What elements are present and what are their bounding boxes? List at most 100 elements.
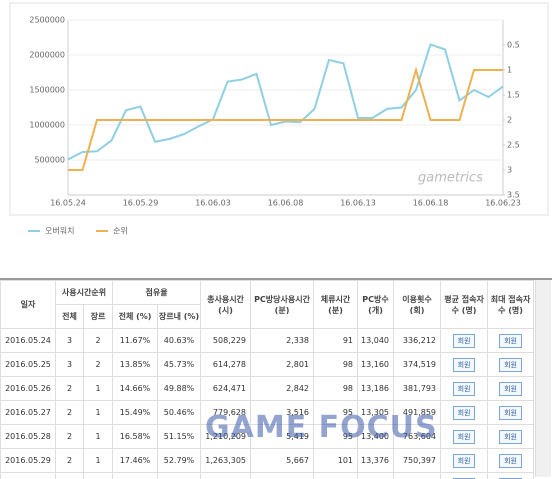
table-cell: 3 bbox=[56, 329, 84, 353]
table-cell: 614,278 bbox=[201, 353, 251, 377]
table-cell: 13,319 bbox=[358, 473, 394, 479]
table-cell: 13,186 bbox=[358, 377, 394, 401]
table-cell: 2 bbox=[56, 449, 84, 473]
legend-label: 오버워치 bbox=[45, 226, 74, 236]
header-cell: 일자 bbox=[1, 281, 56, 329]
table-cell: 13.85% bbox=[113, 353, 158, 377]
chart: 50000010000001500000200000025000000.511.… bbox=[0, 0, 560, 262]
table-cell: 회원 bbox=[488, 329, 534, 353]
subheader-cell: 전체 bbox=[56, 305, 84, 329]
y2-tick-label: 1.5 bbox=[507, 91, 520, 100]
member-button[interactable]: 회원 bbox=[453, 334, 476, 348]
y-tick-label: 1500000 bbox=[29, 86, 65, 95]
x-tick-label: 16.06.08 bbox=[268, 199, 304, 208]
table-cell: 2 bbox=[56, 377, 84, 401]
table-cell: 96 bbox=[314, 473, 358, 479]
table-cell: 회원 bbox=[441, 473, 488, 479]
table-cell: 2 bbox=[84, 329, 113, 353]
table-cell: 763,604 bbox=[394, 425, 441, 449]
member-button[interactable]: 회원 bbox=[499, 406, 522, 420]
table-cell: 1 bbox=[84, 473, 113, 479]
table-cell: 1 bbox=[84, 401, 113, 425]
table-cell: 779,628 bbox=[201, 401, 251, 425]
table-cell: 회원 bbox=[441, 329, 488, 353]
scrollbar[interactable] bbox=[535, 280, 551, 477]
member-button[interactable]: 회원 bbox=[453, 406, 476, 420]
x-tick-label: 16.05.24 bbox=[50, 199, 86, 208]
table-cell: 2 bbox=[56, 401, 84, 425]
table-cell: 2016.05.29 bbox=[1, 449, 56, 473]
y2-tick-label: 2.5 bbox=[507, 141, 520, 150]
y-tick-label: 1000000 bbox=[29, 121, 65, 130]
header-cell: 최대 접속자수 (명) bbox=[488, 281, 534, 329]
member-button[interactable]: 회원 bbox=[499, 358, 522, 372]
x-tick-label: 16.06.23 bbox=[485, 199, 521, 208]
table-cell: 374,519 bbox=[394, 353, 441, 377]
y2-tick-label: 1 bbox=[507, 66, 512, 75]
header-cell: 체류시간 (분) bbox=[314, 281, 358, 329]
table-cell: 회원 bbox=[488, 449, 534, 473]
header-cell: 사용시간순위 bbox=[56, 281, 113, 305]
header-cell: 이용횟수 (회) bbox=[394, 281, 441, 329]
table-cell: 회원 bbox=[441, 425, 488, 449]
table-cell: 53.90% bbox=[158, 473, 201, 479]
table-cell: 336,212 bbox=[394, 329, 441, 353]
table-cell: 13,305 bbox=[358, 401, 394, 425]
table-cell: 3,516 bbox=[251, 401, 314, 425]
header-cell: 총사용시간 (시) bbox=[201, 281, 251, 329]
table-cell: 2016.05.28 bbox=[1, 425, 56, 449]
table-cell: 95 bbox=[314, 401, 358, 425]
table-cell: 1 bbox=[84, 377, 113, 401]
y-tick-label: 2000000 bbox=[29, 51, 65, 60]
member-button[interactable]: 회원 bbox=[499, 454, 522, 468]
table-cell: 40.63% bbox=[158, 329, 201, 353]
member-button[interactable]: 회원 bbox=[499, 382, 522, 396]
table-cell: 1 bbox=[84, 425, 113, 449]
x-tick-label: 16.06.03 bbox=[195, 199, 231, 208]
member-button[interactable]: 회원 bbox=[453, 430, 476, 444]
table-cell: 51.15% bbox=[158, 425, 201, 449]
table-row: 2016.05.302117.59%53.90%761,4863,4309613… bbox=[1, 473, 534, 479]
member-button[interactable]: 회원 bbox=[453, 382, 476, 396]
table-cell: 5,419 bbox=[251, 425, 314, 449]
table-cell: 3,430 bbox=[251, 473, 314, 479]
table-cell: 95 bbox=[314, 425, 358, 449]
table-cell: 회원 bbox=[441, 377, 488, 401]
member-button[interactable]: 회원 bbox=[499, 430, 522, 444]
table-cell: 101 bbox=[314, 449, 358, 473]
member-button[interactable]: 회원 bbox=[453, 358, 476, 372]
x-tick-label: 16.05.29 bbox=[123, 199, 159, 208]
table-cell: 13,160 bbox=[358, 353, 394, 377]
annotation: gametrics bbox=[418, 171, 483, 186]
table-cell: 17.59% bbox=[113, 473, 158, 479]
table-cell: 14.66% bbox=[113, 377, 158, 401]
subheader-cell: 장르 bbox=[84, 305, 113, 329]
table-cell: 2 bbox=[56, 425, 84, 449]
x-tick-label: 16.06.13 bbox=[340, 199, 376, 208]
y-tick-label: 500000 bbox=[34, 156, 65, 165]
member-button[interactable]: 회원 bbox=[453, 454, 476, 468]
legend-label: 순위 bbox=[113, 227, 128, 236]
subheader-cell: 장르내 (%) bbox=[158, 305, 201, 329]
table-cell: 3 bbox=[56, 353, 84, 377]
header-cell: PC방수 (개) bbox=[358, 281, 394, 329]
table-cell: 750,397 bbox=[394, 449, 441, 473]
member-button[interactable]: 회원 bbox=[499, 334, 522, 348]
table-cell: 5,667 bbox=[251, 449, 314, 473]
table-cell: 1,210,209 bbox=[201, 425, 251, 449]
table-cell: 13,400 bbox=[358, 425, 394, 449]
y2-tick-label: 3 bbox=[507, 166, 512, 175]
table-cell: 98 bbox=[314, 353, 358, 377]
table-cell: 회원 bbox=[441, 353, 488, 377]
subheader-cell: 전체 (%) bbox=[113, 305, 158, 329]
table-cell: 회원 bbox=[488, 425, 534, 449]
y2-tick-label: 2 bbox=[507, 116, 512, 125]
table-cell: 2016.05.26 bbox=[1, 377, 56, 401]
